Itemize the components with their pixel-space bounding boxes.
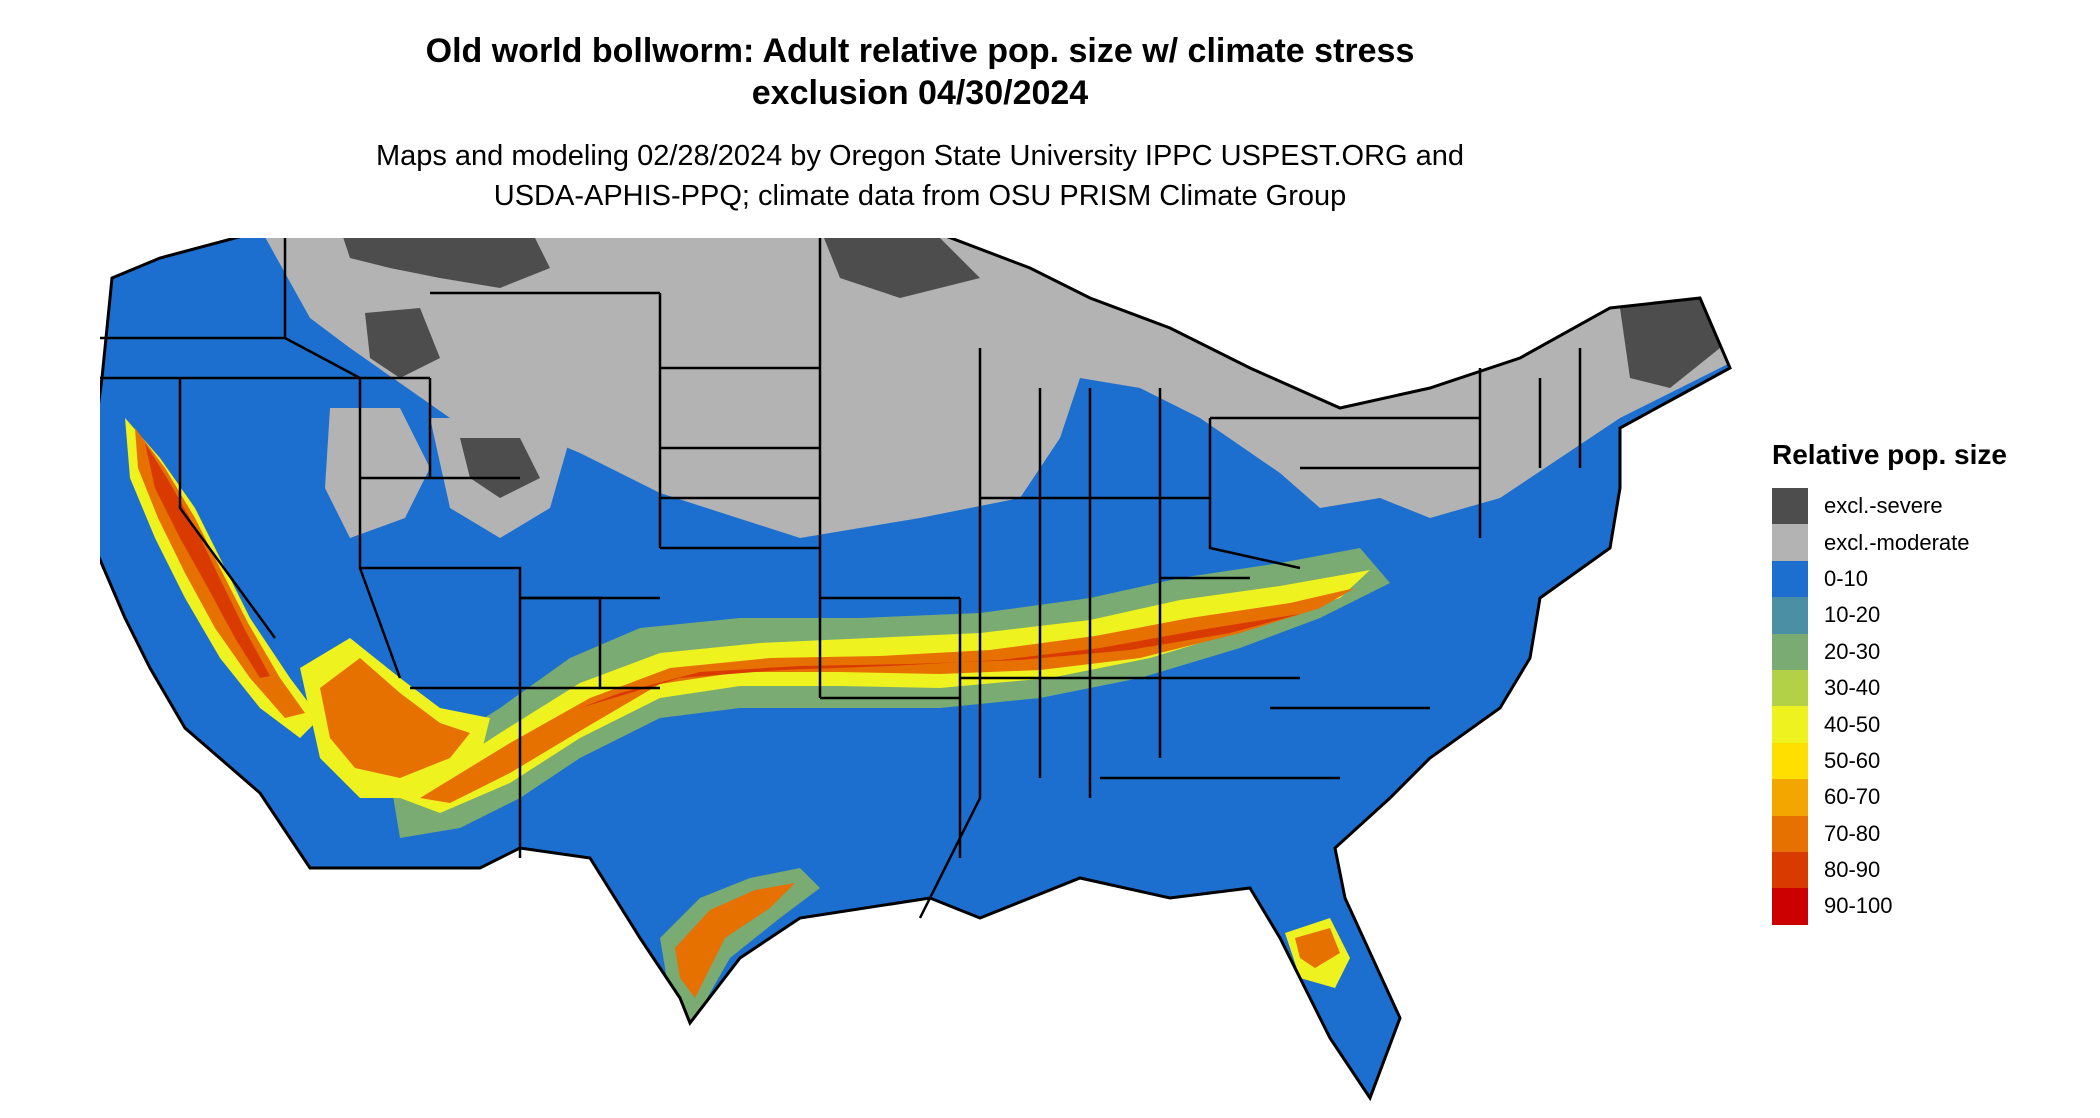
legend-swatch xyxy=(1772,669,1808,707)
severe-exclusion-colorado xyxy=(460,438,540,498)
legend-label: 10-20 xyxy=(1824,602,1881,628)
legend-item: 0-10 xyxy=(1772,560,2092,598)
legend-item: 80-90 xyxy=(1772,851,2092,889)
legend-label: excl.-moderate xyxy=(1824,529,1970,555)
legend-swatch xyxy=(1772,888,1808,925)
map-subtitle: Maps and modeling 02/28/2024 by Oregon S… xyxy=(0,136,1840,216)
legend-item: 60-70 xyxy=(1772,779,2092,816)
severe-exclusion-wyoming xyxy=(365,308,440,378)
state-boundaries xyxy=(100,238,1582,919)
subtitle-line-1: Maps and modeling 02/28/2024 by Oregon S… xyxy=(375,140,1465,172)
legend-item: excl.-moderate xyxy=(1772,524,2092,561)
severe-exclusion-maine xyxy=(1620,298,1720,388)
legend-swatch xyxy=(1772,815,1808,852)
legend: Relative pop. size excl.-severe excl.-mod… xyxy=(1772,438,2092,925)
legend-item: 20-30 xyxy=(1772,633,2092,670)
legend-swatch xyxy=(1772,706,1808,743)
legend-item: 40-50 xyxy=(1772,706,2092,743)
legend-item: 50-60 xyxy=(1772,742,2092,780)
legend-swatch xyxy=(1772,488,1808,525)
legend-swatch xyxy=(1772,633,1808,670)
legend-swatch xyxy=(1772,779,1808,816)
legend-label: 70-80 xyxy=(1824,820,1881,846)
subtitle-line-2: USDA-APHIS-PPQ; climate data from OSU PR… xyxy=(493,180,1347,212)
legend-item: excl.-severe xyxy=(1772,488,2092,525)
legend-label: 60-70 xyxy=(1824,784,1881,810)
legend-item: 70-80 xyxy=(1772,815,2092,852)
us-outline xyxy=(100,238,1732,1102)
legend-swatch xyxy=(1772,742,1808,780)
legend-swatch xyxy=(1772,597,1808,634)
moderate-exclusion-southwest xyxy=(325,408,430,538)
legend-label: 20-30 xyxy=(1824,638,1881,664)
suitability-florida-core xyxy=(1295,928,1340,968)
suitability-texas-gulf-core xyxy=(675,883,795,998)
legend-label: excl.-severe xyxy=(1824,493,1943,519)
suitability-southwest-core xyxy=(320,658,470,778)
legend-title: Relative pop. size xyxy=(1772,439,2007,470)
legend-label: 80-90 xyxy=(1824,857,1881,883)
legend-label: 30-40 xyxy=(1824,675,1881,701)
suitability-band-inner xyxy=(420,588,1355,803)
legend-label: 90-100 xyxy=(1824,893,1893,919)
legend-items: excl.-severe excl.-moderate 0-10 10-20 20-30… xyxy=(1772,488,2092,925)
map-title: Old world bollworm: Adult relative pop. … xyxy=(0,30,1840,114)
legend-swatch xyxy=(1772,524,1808,561)
severe-exclusion-montana xyxy=(340,238,550,288)
title-line-1: Old world bollworm: Adult relative pop. … xyxy=(425,32,1415,70)
us-map xyxy=(100,238,1732,1102)
suitability-california-hot xyxy=(145,443,270,678)
legend-label: 40-50 xyxy=(1824,711,1881,737)
legend-swatch xyxy=(1772,851,1808,889)
legend-item: 30-40 xyxy=(1772,669,2092,707)
legend-swatch xyxy=(1772,560,1808,598)
legend-item: 90-100 xyxy=(1772,888,2092,925)
legend-label: 50-60 xyxy=(1824,747,1881,773)
legend-item: 10-20 xyxy=(1772,597,2092,634)
severe-exclusion-minnesota xyxy=(820,238,980,298)
legend-label: 0-10 xyxy=(1824,565,1869,591)
title-line-2: exclusion 04/30/2024 xyxy=(751,74,1089,112)
